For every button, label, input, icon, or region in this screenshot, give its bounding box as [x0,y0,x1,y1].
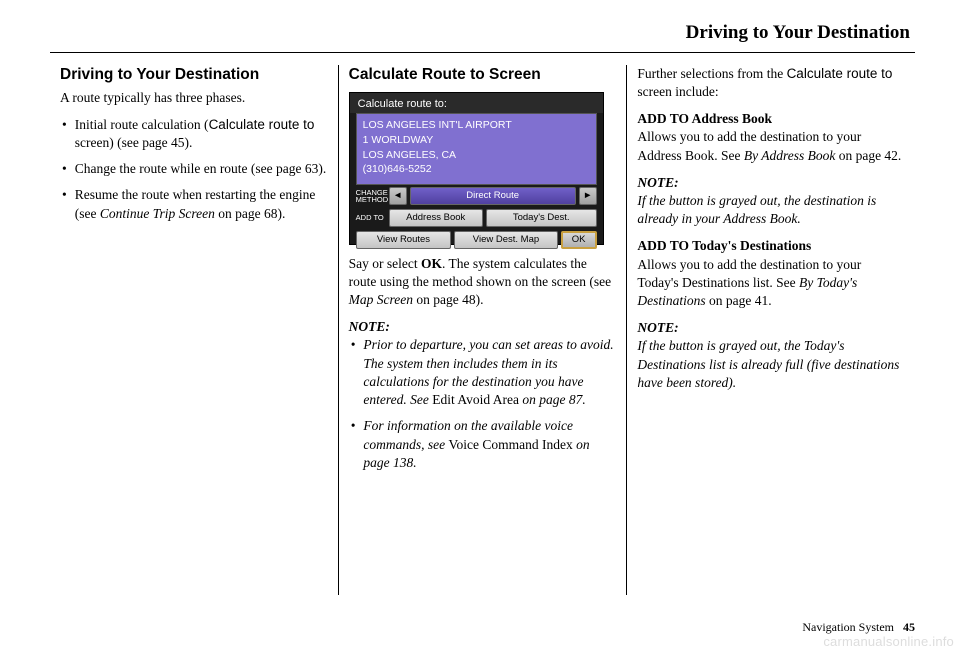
columns: Driving to Your Destination A route typi… [50,65,915,595]
section-title: Driving to Your Destination [60,65,328,86]
watermark: carmanualsonline.info [823,633,954,651]
ui-term: Voice Command Index [449,437,573,452]
column-3: Further selections from the Calculate ro… [626,65,915,595]
note-label: NOTE: [637,174,905,192]
nav-title: Calculate route to: [350,93,603,114]
paragraph: Allows you to add the destination to you… [637,256,905,311]
next-arrow-button[interactable]: ► [579,187,597,205]
page: Driving to Your Destination Driving to Y… [0,0,960,605]
ok-ref: OK [421,256,442,271]
view-routes-button[interactable]: View Routes [356,231,452,249]
add-to-label: ADD TO [356,214,386,222]
nav-destination: LOS ANGELES INT'L AIRPORT 1 WORLDWAY LOS… [356,113,597,185]
list-item: Prior to departure, you can set areas to… [349,336,617,409]
text: Further selections from the [637,66,786,81]
list-item: Change the route while en route (see pag… [60,160,328,178]
note-body: If the button is grayed out, the Today's… [637,337,905,392]
paragraph: Allows you to add the destination to you… [637,128,905,164]
address-book-button[interactable]: Address Book [389,209,483,227]
list-item: Initial route calculation (Calculate rou… [60,116,328,152]
subheading: ADD TO Address Book [637,110,905,128]
paragraph: Further selections from the Calculate ro… [637,65,905,101]
list-item: For information on the available voice c… [349,417,617,472]
text: Change the route while en route (see pag… [75,160,327,178]
footer-label: Navigation System [802,620,894,634]
column-1: Driving to Your Destination A route typi… [50,65,338,595]
ui-term: Calculate route to [787,66,893,81]
view-dest-map-button[interactable]: View Dest. Map [454,231,557,249]
text: screen include: [637,84,718,99]
note-list: Prior to departure, you can set areas to… [349,336,617,472]
list-item: Resume the route when restarting the eng… [60,186,328,222]
nav-row-addto: ADD TO Address Book Today's Dest. [350,207,603,229]
page-number: 45 [903,620,915,634]
note-label: NOTE: [349,318,617,336]
ui-term: Calculate route to [209,117,315,132]
screen-ref: Map Screen [349,292,413,307]
text: Initial route calculation ( [75,117,209,132]
intro-text: A route typically has three phases. [60,89,328,107]
text: on page 41. [706,293,772,308]
phase-list: Initial route calculation (Calculate rou… [60,116,328,223]
text: Say or select [349,256,421,271]
direct-route-button[interactable]: Direct Route [410,187,576,205]
text: on page 87. [519,392,586,407]
nav-screenshot: Calculate route to: LOS ANGELES INT'L AI… [349,92,604,245]
screen-ref: By Address Book [744,148,835,163]
column-2: Calculate Route to Screen Calculate rout… [338,65,627,595]
note-label: NOTE: [637,319,905,337]
text: on page 42. [835,148,901,163]
change-method-label: CHANGE METHOD [356,189,386,204]
divider [50,52,915,53]
page-header: Driving to Your Destination [50,20,915,46]
text: on page 48). [413,292,483,307]
nav-row-bottom: View Routes View Dest. Map OK [350,229,603,254]
screen-ref: Continue Trip Screen [100,206,215,221]
paragraph: Say or select OK. The system calculates … [349,255,617,310]
section-title: Calculate Route to Screen [349,65,617,86]
note-body: If the button is grayed out, the destina… [637,192,905,228]
subheading: ADD TO Today's Destinations [637,237,905,255]
ui-term: Edit Avoid Area [432,392,519,407]
text: screen) (see page 45). [75,135,193,150]
ok-button[interactable]: OK [561,231,597,249]
text: on page 68). [215,206,285,221]
prev-arrow-button[interactable]: ◄ [389,187,407,205]
nav-row-method: CHANGE METHOD ◄ Direct Route ► [350,185,603,207]
todays-dest-button[interactable]: Today's Dest. [486,209,597,227]
